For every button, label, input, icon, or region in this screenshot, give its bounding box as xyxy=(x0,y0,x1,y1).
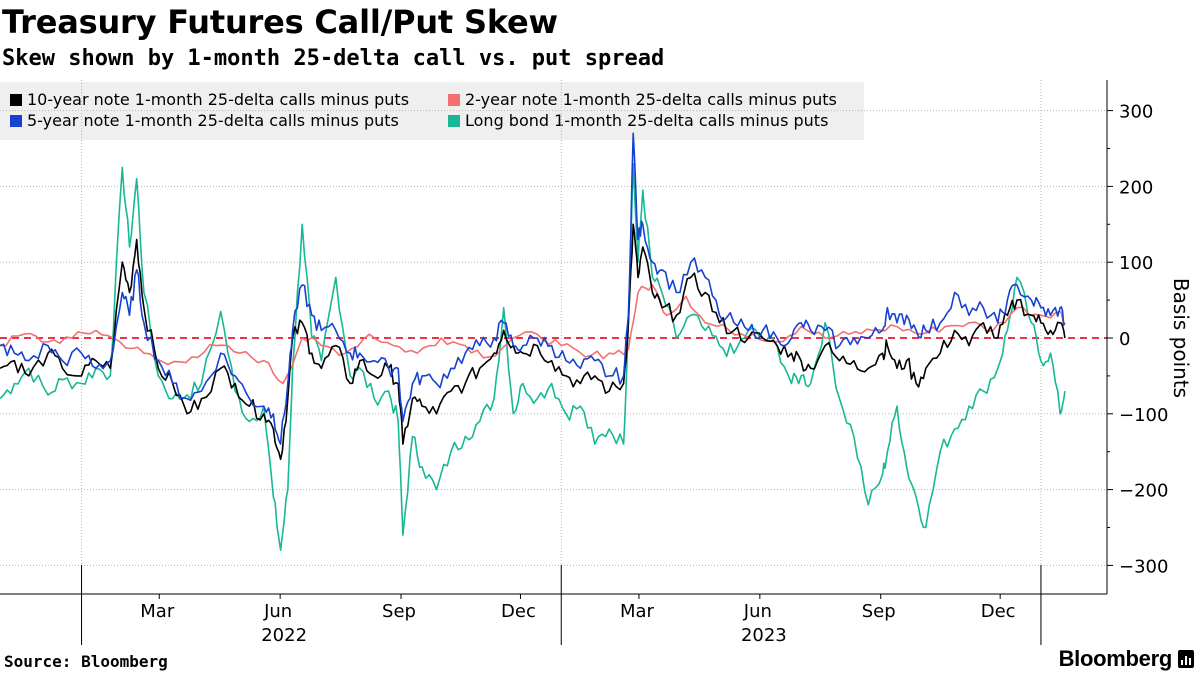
legend-item-two-year: 2-year note 1-month 25-delta calls minus… xyxy=(448,89,837,111)
xtick-label-2: Sep xyxy=(382,601,416,622)
series-line-two_year xyxy=(0,284,1066,385)
axis-layer: 300 200 100 0 −100 −200 −300 Mar Jun Sep Dec Mar Jun… xyxy=(0,80,1193,646)
series-line-five_year xyxy=(0,132,1066,445)
ytick-label-300: 300 xyxy=(1119,102,1153,123)
brand-logo: Bloomberg xyxy=(1059,646,1194,672)
ytick-label--200: −200 xyxy=(1119,481,1168,502)
legend-swatch-long-bond xyxy=(448,115,460,127)
brand-name: Bloomberg xyxy=(1058,646,1173,671)
chart-title: Treasury Futures Call/Put Skew xyxy=(2,3,558,41)
chart-subtitle: Skew shown by 1-month 25-delta call vs. … xyxy=(2,46,665,71)
legend-item-five-year: 5-year note 1-month 25-delta calls minus… xyxy=(10,110,399,132)
series-line-ten_year xyxy=(0,223,1066,461)
y-axis-title: Basis points xyxy=(1169,278,1193,398)
legend-label-five-year: 5-year note 1-month 25-delta calls minus… xyxy=(27,111,399,130)
xtick-label-6: Sep xyxy=(862,601,896,622)
year-label-2022: 2022 xyxy=(261,625,307,646)
ytick-label--100: −100 xyxy=(1119,405,1168,426)
bloomberg-chart-icon xyxy=(1178,650,1194,668)
legend-item-ten-year: 10-year note 1-month 25-delta calls minu… xyxy=(10,89,409,111)
ytick-label--300: −300 xyxy=(1119,556,1168,577)
series-line-long_bond xyxy=(0,162,1066,552)
ytick-label-200: 200 xyxy=(1119,177,1153,198)
legend-swatch-ten-year xyxy=(10,94,22,106)
legend-swatch-five-year xyxy=(10,115,22,127)
legend-label-long-bond: Long bond 1-month 25-delta calls minus p… xyxy=(465,111,829,130)
legend-item-long-bond: Long bond 1-month 25-delta calls minus p… xyxy=(448,110,828,132)
source-note: Source: Bloomberg xyxy=(4,652,168,671)
xtick-label-3: Dec xyxy=(501,601,536,622)
ytick-label-0: 0 xyxy=(1119,329,1130,350)
xtick-label-1: Jun xyxy=(263,601,292,622)
xtick-label-0: Mar xyxy=(140,601,175,622)
legend-label-two-year: 2-year note 1-month 25-delta calls minus… xyxy=(465,90,837,109)
grid-layer xyxy=(0,80,1107,594)
xtick-label-4: Mar xyxy=(620,601,655,622)
xtick-label-7: Dec xyxy=(981,601,1016,622)
ytick-label-100: 100 xyxy=(1119,253,1153,274)
year-label-2023: 2023 xyxy=(741,625,787,646)
legend-swatch-two-year xyxy=(448,94,460,106)
series-layer xyxy=(0,132,1066,552)
xtick-label-5: Jun xyxy=(743,601,772,622)
legend-label-ten-year: 10-year note 1-month 25-delta calls minu… xyxy=(27,90,410,109)
